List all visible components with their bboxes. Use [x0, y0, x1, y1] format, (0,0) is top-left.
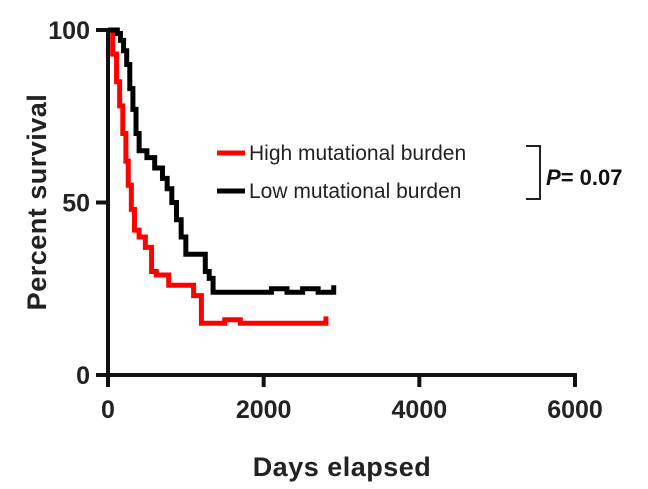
- y-axis-title: Percent survival: [22, 94, 52, 311]
- legend-bracket: [526, 145, 541, 200]
- series-line-high-burden: [108, 27, 329, 326]
- p-value-label: P: [546, 165, 561, 190]
- p-value-annotation: P= 0.07: [546, 165, 622, 190]
- y-tick-label: 0: [76, 362, 90, 390]
- legend-label-high: High mutational burden: [249, 142, 466, 165]
- p-value-number: = 0.07: [561, 165, 623, 190]
- y-tick-label: 50: [62, 190, 90, 218]
- x-tick-label: 4000: [392, 396, 448, 424]
- series-line-low-burden: [108, 27, 337, 295]
- x-tick-label: 6000: [547, 396, 603, 424]
- x-tick-label: 0: [101, 396, 115, 424]
- series-group: [108, 27, 337, 326]
- legend-label-low: Low mutational burden: [249, 180, 461, 203]
- legend: High mutational burden Low mutational bu…: [217, 142, 622, 203]
- y-tick-label: 100: [48, 17, 90, 45]
- x-axis-title: Days elapsed: [253, 452, 432, 482]
- ticks-group: 0 2000 4000 6000 0 50 100: [48, 17, 603, 424]
- x-tick-label: 2000: [236, 396, 292, 424]
